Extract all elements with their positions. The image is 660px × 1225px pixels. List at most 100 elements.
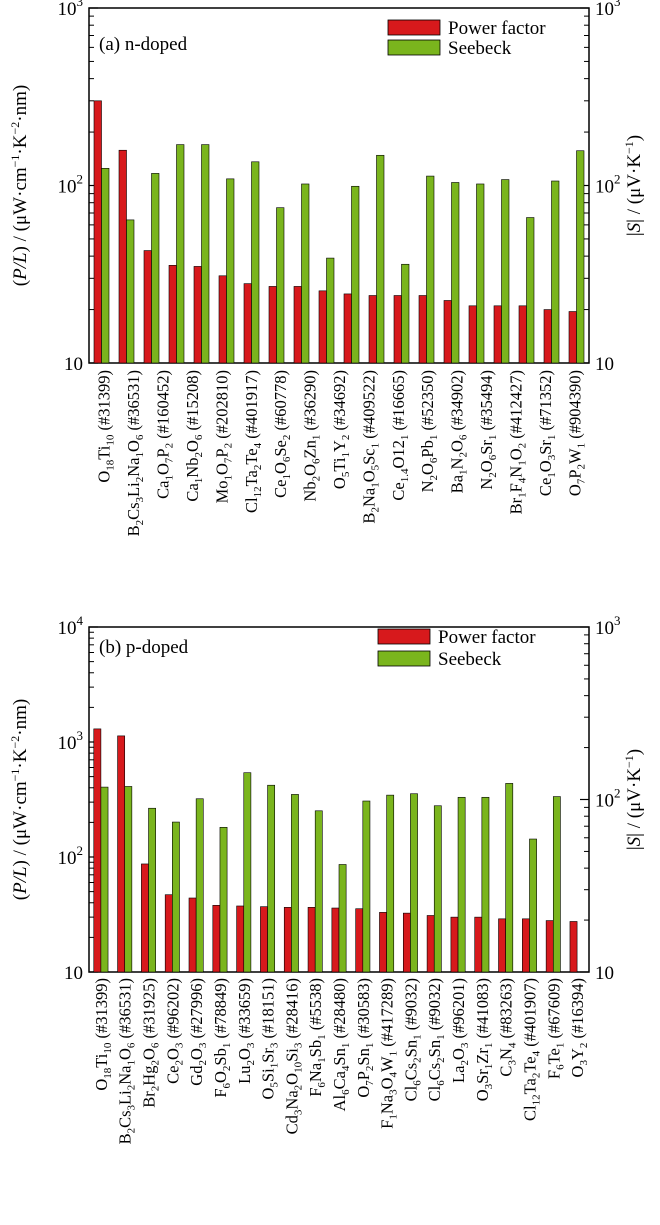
bar-power-factor: [283, 907, 292, 973]
bar-seebeck: [267, 784, 276, 973]
bar-power-factor: [518, 305, 527, 364]
bar-seebeck: [457, 796, 466, 973]
panel-title: (a) n-doped: [99, 34, 188, 55]
bar-power-factor: [93, 100, 102, 364]
category-label: B2Cs3Li2Na1O6 (#36531): [124, 370, 146, 536]
bar-power-factor: [293, 286, 302, 364]
bar-power-factor: [368, 295, 377, 364]
category-label: Cl12Ta2Te4 (#401917): [242, 370, 264, 513]
right-tick-label: 10: [595, 354, 614, 375]
bar-seebeck: [243, 772, 252, 973]
category-label: N2O6Pb1 (#52350): [418, 370, 440, 492]
category-label: O5Si1Sr3 (#18151): [259, 978, 281, 1099]
category-label: Al6Ca4Sn1 (#28480): [330, 978, 352, 1111]
category-label: Br1F4N1O2 (#412427): [506, 370, 528, 514]
bar-seebeck: [481, 796, 490, 973]
category-label: F6Te1 (#67609): [544, 978, 566, 1079]
category-label: Ce1O3Sr1 (#71352): [536, 370, 558, 496]
bar-power-factor: [307, 907, 316, 973]
bar-power-factor: [522, 918, 530, 973]
bar-power-factor: [117, 735, 126, 973]
bar-seebeck: [386, 794, 395, 973]
category-label: Ce2O3 (#96202): [163, 978, 185, 1084]
bar-power-factor: [168, 265, 177, 364]
y-axis-title-right: |S| / (μV·K−1): [622, 749, 645, 850]
category-label: O3Y2 (#16394): [568, 978, 590, 1077]
bar-power-factor: [402, 912, 411, 973]
category-label: O7P2Sn1 (#30583): [354, 978, 376, 1098]
legend-label-seebeck: Seebeck: [438, 649, 502, 670]
bar-power-factor: [188, 897, 197, 973]
bar-power-factor: [393, 295, 402, 364]
y-axis-title-right: |S| / (μV·K−1): [622, 135, 645, 236]
bar-power-factor: [355, 908, 364, 973]
right-tick-label: 102: [595, 172, 621, 198]
panel-title: (b) p-doped: [99, 637, 189, 658]
category-label: Nb2O6Zn1 (#36290): [301, 370, 323, 502]
category-label: Gd2O3 (#27996): [187, 978, 209, 1086]
bar-power-factor: [193, 266, 202, 364]
bar-power-factor: [260, 906, 268, 973]
bar-seebeck: [451, 182, 460, 364]
bar-seebeck: [551, 180, 560, 364]
category-label: Cl12Ta2Te4 (#401907): [520, 978, 542, 1121]
bar-seebeck: [201, 144, 210, 364]
category-label: La2O3 (#96201): [449, 978, 471, 1083]
bar-seebeck: [326, 257, 335, 364]
left-tick-label: 104: [58, 613, 84, 639]
category-label: Cd3Na2O10Si3 (#28416): [282, 978, 304, 1134]
bar-seebeck: [338, 864, 347, 973]
bar-power-factor: [318, 290, 327, 364]
bar-power-factor: [474, 916, 483, 973]
chart-panel-p-doped: 10 102 103 104 10 102 103 O18Ti10 (#31399)B2Cs3…: [8, 613, 645, 1144]
bar-power-factor: [426, 915, 435, 973]
bar-power-factor: [450, 916, 459, 973]
bar-power-factor: [468, 305, 477, 364]
bar-power-factor: [212, 905, 221, 973]
bar-power-factor: [493, 305, 502, 364]
category-label: Cl6Cs2Sn1 (#9032): [425, 978, 447, 1101]
bar-seebeck: [552, 796, 561, 973]
bar-seebeck: [226, 178, 235, 364]
chart-panel-n-doped: 10 102 103 10 102 103 O18Ti10 (#31399) B2Cs3Li2…: [8, 0, 645, 536]
bar-seebeck: [351, 185, 360, 364]
bar-power-factor: [331, 907, 340, 973]
category-label: F1Na3O4W1 (#417289): [378, 978, 400, 1129]
category-label: Ce1O6Se2 (#60778): [271, 370, 293, 498]
category-label: F6O2Sb1 (#78849): [211, 978, 233, 1098]
bar-power-factor: [164, 894, 173, 973]
category-label: Cl6Cs2Sn1 (#9032): [401, 978, 423, 1101]
category-label: B2Na1O5Sc1 (#409522): [359, 370, 381, 524]
bar-power-factor: [545, 920, 554, 973]
y-axis-title-left: (P/L) / (μW·cm−1·K−2·nm): [8, 85, 31, 286]
bar-seebeck: [276, 207, 285, 364]
bar-seebeck: [401, 263, 410, 364]
bar-power-factor: [543, 309, 552, 364]
left-tick-label: 10: [64, 963, 83, 984]
bar-seebeck: [505, 783, 514, 973]
bar-seebeck: [376, 154, 385, 364]
bar-power-factor: [418, 295, 427, 364]
category-label: O5Ti1Y2 (#34692): [330, 370, 352, 489]
category-label: N2O6Sr1 (#35494): [477, 370, 499, 490]
category-label: Ca1O7P2 (#160452): [154, 370, 176, 499]
legend-swatch-power-factor: [387, 19, 441, 36]
bar-seebeck: [172, 821, 180, 973]
right-tick-label: 102: [595, 786, 621, 812]
bar-power-factor: [569, 921, 578, 973]
category-label: F6Na1Sb1 (#5538): [306, 978, 328, 1097]
left-tick-label: 103: [58, 728, 84, 754]
category-label: O7P2W1 (#904390): [565, 370, 587, 496]
bar-seebeck: [195, 798, 204, 973]
bar-seebeck: [126, 219, 135, 364]
bar-seebeck: [501, 179, 510, 364]
bar-seebeck: [176, 144, 185, 364]
bar-power-factor: [568, 311, 577, 364]
bar-seebeck: [576, 150, 585, 364]
bar-power-factor: [498, 918, 506, 973]
bar-seebeck: [301, 183, 310, 364]
legend-label-power-factor: Power factor: [438, 627, 536, 648]
bar-power-factor: [143, 250, 152, 364]
bar-seebeck: [151, 173, 160, 364]
legend-swatch-power-factor: [377, 628, 431, 645]
